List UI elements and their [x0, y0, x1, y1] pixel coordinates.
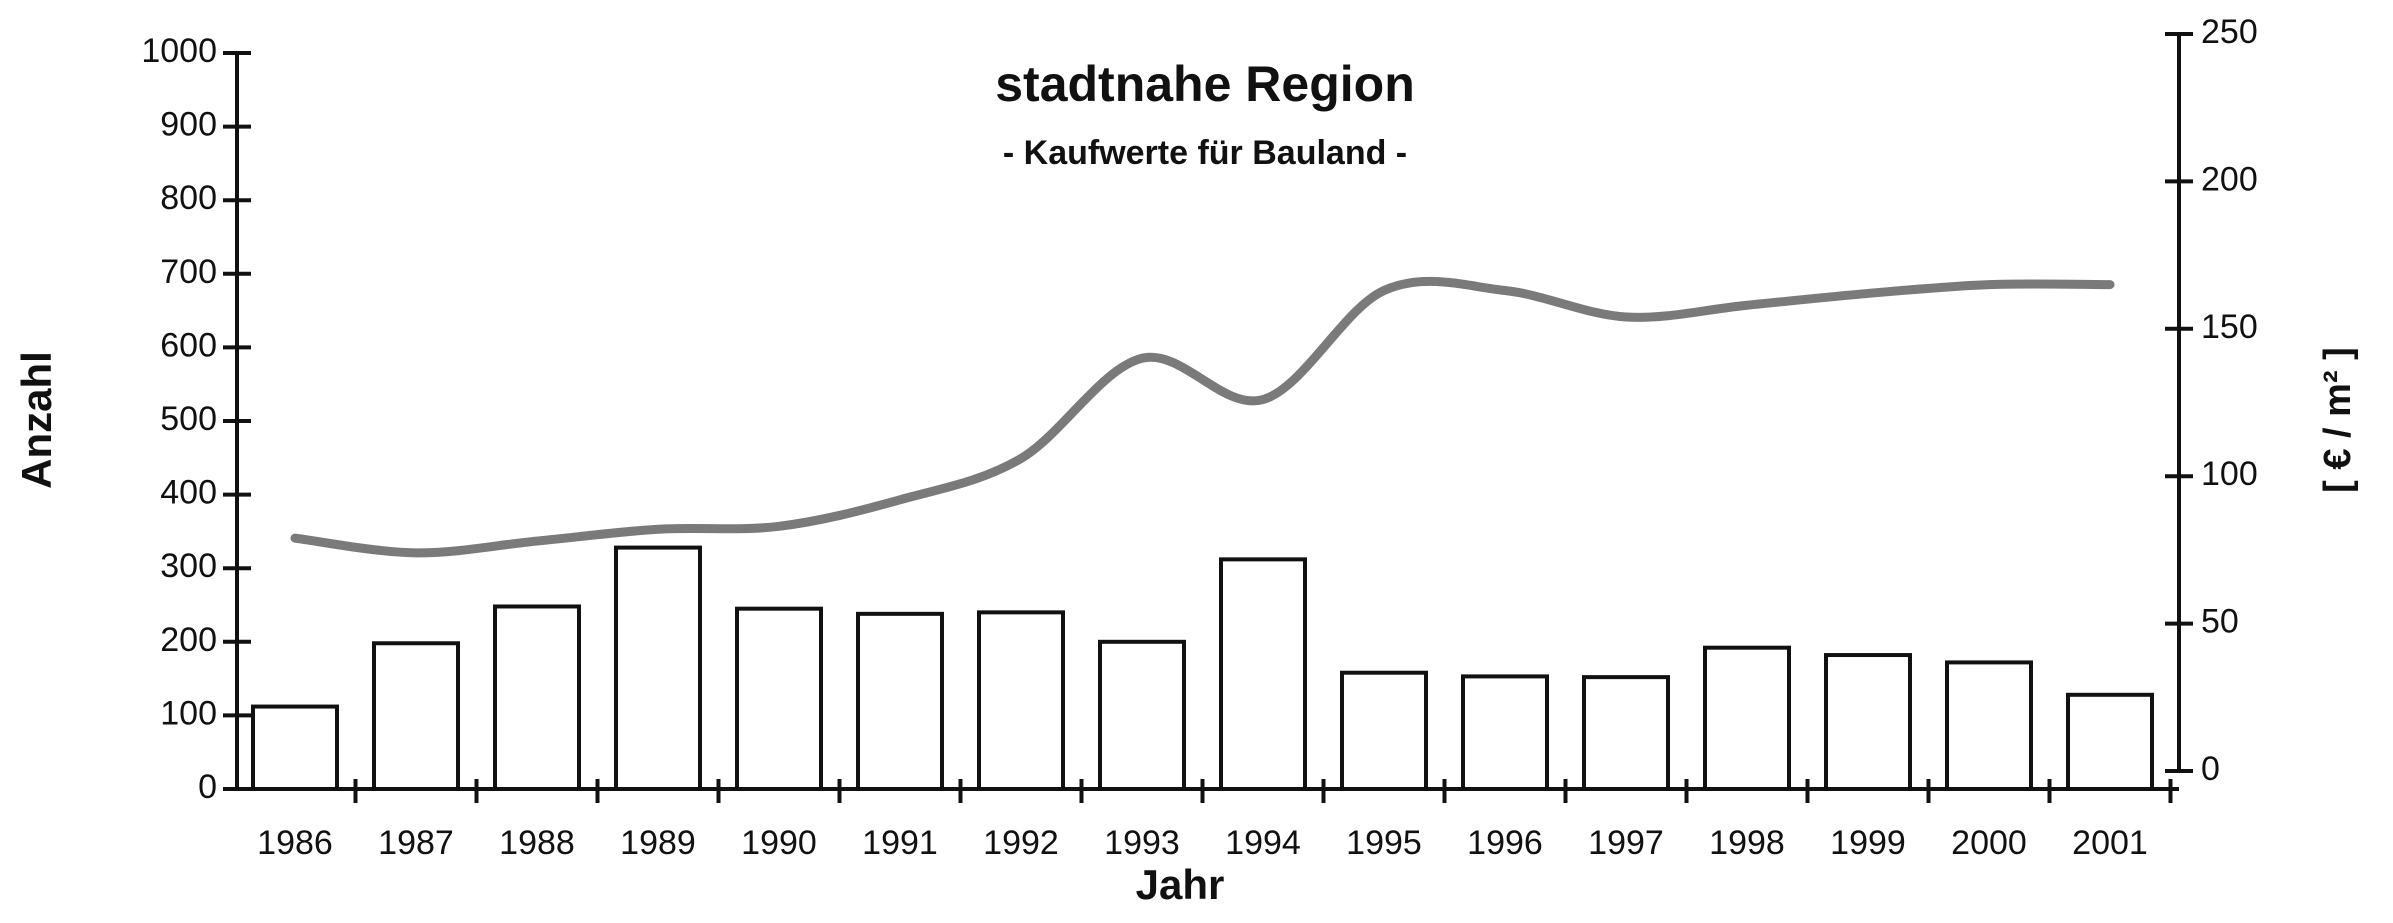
- bar: [1824, 653, 1912, 791]
- y-tick-label: 500: [160, 400, 217, 438]
- y-tick-label: 400: [160, 474, 217, 512]
- x-tick-label: 2001: [2072, 824, 2148, 862]
- y-tick-label: 800: [160, 179, 217, 217]
- bar: [1945, 660, 2033, 792]
- x-tick-label: 1991: [862, 824, 938, 862]
- bar: [977, 610, 1065, 791]
- bar: [856, 611, 944, 791]
- bar: [1582, 675, 1670, 791]
- x-tick-label: 1996: [1467, 824, 1543, 862]
- y2-tick-label: 250: [2201, 13, 2258, 51]
- x-tick-label: 1994: [1225, 824, 1301, 862]
- x-tick-label: 1995: [1346, 824, 1422, 862]
- y-tick-label: 200: [160, 621, 217, 659]
- bar: [2066, 692, 2154, 791]
- y-axis-label: Anzahl: [13, 351, 60, 489]
- chart-subtitle: - Kaufwerte für Bauland -: [1003, 134, 1407, 172]
- x-tick-label: 1986: [257, 824, 333, 862]
- x-axis-label: Jahr: [1136, 861, 1225, 908]
- y-tick-label: 1000: [141, 32, 217, 70]
- x-tick-label: 1988: [499, 824, 575, 862]
- y2-tick-label: 100: [2201, 455, 2258, 493]
- x-tick-label: 1993: [1104, 824, 1180, 862]
- y-tick-label: 700: [160, 253, 217, 291]
- y-tick-label: 0: [198, 768, 217, 806]
- y2-tick-label: 50: [2201, 603, 2239, 641]
- x-tick-label: 2000: [1951, 824, 2027, 862]
- bar: [372, 641, 460, 791]
- bar: [1219, 557, 1307, 791]
- y2-tick-label: 200: [2201, 160, 2258, 198]
- x-tick-label: 1999: [1830, 824, 1906, 862]
- y-tick-label: 100: [160, 694, 217, 732]
- x-tick-label: 1992: [983, 824, 1059, 862]
- y-tick-label: 900: [160, 106, 217, 144]
- bar: [493, 604, 581, 791]
- y2-axis-label: [ € / m² ]: [2317, 347, 2359, 493]
- bar: [735, 606, 823, 791]
- bar: [251, 704, 339, 791]
- bar: [1340, 670, 1428, 791]
- x-tick-label: 1997: [1588, 824, 1664, 862]
- y-tick-label: 600: [160, 326, 217, 364]
- x-tick-label: 1998: [1709, 824, 1785, 862]
- y-tick-label: 300: [160, 547, 217, 585]
- chart-title: stadtnahe Region: [995, 56, 1414, 112]
- y2-tick-label: 150: [2201, 308, 2258, 346]
- bar: [614, 545, 702, 791]
- x-tick-label: 1989: [620, 824, 696, 862]
- x-tick-label: 1987: [378, 824, 454, 862]
- bar: [1461, 674, 1549, 792]
- bar: [1098, 639, 1186, 791]
- x-tick-label: 1990: [741, 824, 817, 862]
- y2-tick-label: 0: [2201, 750, 2220, 788]
- line: [290, 276, 2115, 558]
- bar: [1703, 645, 1791, 791]
